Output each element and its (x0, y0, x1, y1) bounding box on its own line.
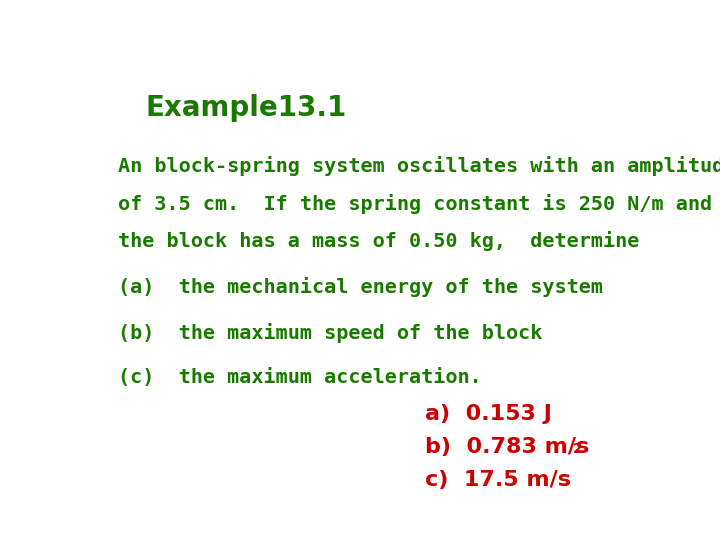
Text: c)  17.5 m/s: c) 17.5 m/s (425, 470, 571, 490)
Text: (a)  the mechanical energy of the system: (a) the mechanical energy of the system (118, 277, 603, 297)
Text: 2: 2 (572, 442, 582, 456)
Text: An block-spring system oscillates with an amplitude: An block-spring system oscillates with a… (118, 156, 720, 176)
Text: Example13.1: Example13.1 (145, 94, 347, 122)
Text: a)  0.153 J: a) 0.153 J (425, 404, 552, 424)
Text: b)  0.783 m/s: b) 0.783 m/s (425, 437, 589, 457)
Text: (b)  the maximum speed of the block: (b) the maximum speed of the block (118, 322, 542, 342)
Text: of 3.5 cm.  If the spring constant is 250 N/m and: of 3.5 cm. If the spring constant is 250… (118, 194, 712, 214)
Text: (c)  the maximum acceleration.: (c) the maximum acceleration. (118, 368, 482, 387)
Text: the block has a mass of 0.50 kg,  determine: the block has a mass of 0.50 kg, determi… (118, 231, 639, 251)
